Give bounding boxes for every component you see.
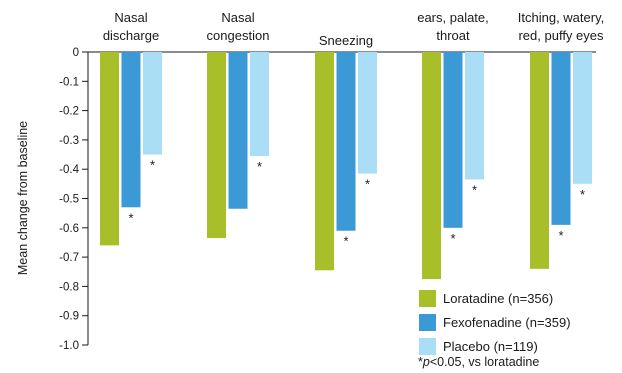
y-tick-label: -0.1 xyxy=(59,76,79,88)
bar xyxy=(422,52,441,279)
y-tick-label: -0.4 xyxy=(59,164,79,176)
y-tick-label: -1.0 xyxy=(59,340,79,352)
y-tick-label: -0.7 xyxy=(59,252,79,264)
bar xyxy=(315,52,334,270)
bar xyxy=(229,52,248,209)
bar xyxy=(207,52,226,238)
y-axis-title: Mean change from baseline xyxy=(16,121,30,275)
significance-star: * xyxy=(365,177,370,192)
bar xyxy=(250,52,269,156)
category-label: Nasal congestion xyxy=(207,10,270,43)
significance-star: * xyxy=(472,182,477,197)
y-tick-label: 0 xyxy=(73,47,79,59)
legend-swatch xyxy=(419,290,436,307)
significance-star: * xyxy=(580,187,585,202)
bar xyxy=(552,52,571,225)
significance-star: * xyxy=(343,234,348,249)
bar xyxy=(122,52,141,207)
legend-swatch xyxy=(419,338,436,355)
legend-label: Fexofenadine (n=359) xyxy=(443,315,571,330)
legend-swatch xyxy=(419,314,436,331)
y-tick-label: -0.6 xyxy=(59,223,79,235)
legend-label: Placebo (n=119) xyxy=(443,339,538,354)
category-labels: Nasal discharge Nasal congestion Sneezing ear… xyxy=(103,10,604,48)
bar xyxy=(573,52,592,184)
significance-star: * xyxy=(558,228,563,243)
significance-star: * xyxy=(450,231,455,246)
legend-label: Loratadine (n=356) xyxy=(443,291,553,306)
category-label: Itching, watery, red, puffy eyes xyxy=(518,10,604,43)
category-label: Nasal discharge xyxy=(103,10,159,43)
significance-star: * xyxy=(150,158,155,173)
significance-star: * xyxy=(257,159,262,174)
legend: Loratadine (n=356) Fexofenadine (n=359) Pl… xyxy=(419,290,571,355)
bar xyxy=(143,52,162,155)
bar xyxy=(465,52,484,179)
y-tick-label: -0.9 xyxy=(59,311,79,323)
bar xyxy=(358,52,377,174)
bar xyxy=(530,52,549,269)
category-label: Sneezing xyxy=(319,33,373,48)
bar xyxy=(444,52,463,228)
y-tick-label: -0.3 xyxy=(59,135,79,147)
significance-markers: * * * * * * * * * xyxy=(128,158,585,249)
category-label: ears, palate, throat xyxy=(417,10,489,43)
significance-star: * xyxy=(128,210,133,225)
bar xyxy=(100,52,119,245)
y-tick-label: -0.5 xyxy=(59,194,79,206)
bar xyxy=(337,52,356,231)
y-tick-label: -0.8 xyxy=(59,281,79,293)
y-tick-label: -0.2 xyxy=(59,106,79,118)
footnote: *p<0.05, vs loratadine xyxy=(418,355,539,369)
